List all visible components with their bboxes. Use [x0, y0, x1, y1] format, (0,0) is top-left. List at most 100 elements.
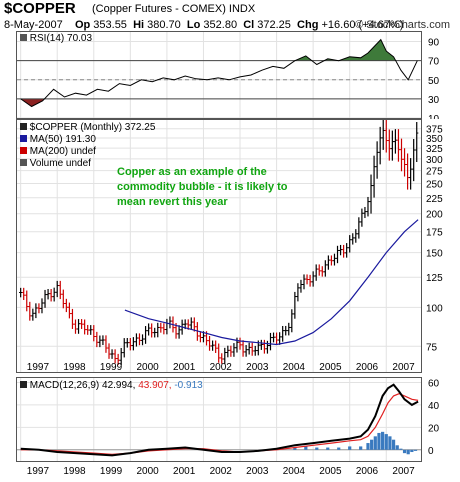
price-tick-label: 325 — [426, 144, 443, 155]
high-label: Hi — [133, 19, 145, 31]
macd-x-tick-label: 2007 — [392, 466, 415, 477]
macd-signal-line — [20, 393, 419, 455]
rsi-y-axis: 10 30 50 70 90 — [428, 38, 440, 119]
macd-histogram-bar — [410, 449, 414, 453]
macd-histogram-bar — [399, 448, 403, 450]
price-legend-text: $COPPER (Monthly) 372.25 — [29, 122, 156, 133]
macd-tick-label: 0 — [428, 446, 434, 457]
price-tick-label: 300 — [426, 155, 443, 166]
low-label: Lo — [186, 19, 201, 31]
rsi-tick-label: 50 — [428, 76, 440, 87]
macd-histogram-bar — [326, 447, 330, 450]
rsi-tick-label: 70 — [428, 57, 440, 68]
price-x-tick-label: 2002 — [210, 362, 233, 373]
macd-histogram-bar — [395, 445, 399, 450]
annotation-line-3: mean revert this year — [117, 196, 228, 208]
open-label: Op — [74, 19, 91, 31]
macd-line — [20, 383, 419, 457]
price-tick-label: 75 — [426, 342, 438, 353]
ma50-legend-text: MA(50) 191.30 — [29, 134, 96, 145]
macd-histogram-bar — [377, 432, 381, 450]
macd-histogram-bar — [366, 443, 370, 450]
rsi-tick-label: 10 — [428, 114, 440, 119]
annotation-line-1: Copper as an example of the — [117, 166, 267, 178]
rsi-tick-label: 30 — [428, 95, 440, 106]
macd-histogram-bar — [370, 439, 374, 450]
macd-histogram-bar — [413, 449, 418, 451]
price-tick-label: 375 — [426, 125, 443, 136]
macd-histogram-bar — [337, 447, 341, 450]
rsi-panel: RSI(14) 70.03 — [16, 31, 422, 119]
macd-legend-value: 42.994, — [102, 380, 136, 391]
macd-histogram-bar — [293, 447, 297, 450]
rsi-oversold-area — [20, 98, 418, 107]
macd-histogram-bar — [384, 434, 388, 450]
price-x-tick-label: 2001 — [173, 362, 196, 373]
macd-histogram-bar — [402, 449, 407, 454]
volume-legend-swatch — [20, 159, 27, 166]
price-x-tick-label: 2000 — [136, 362, 159, 373]
price-x-tick-label: 1998 — [63, 362, 86, 373]
price-tick-label: 175 — [426, 228, 443, 239]
macd-histogram-bar — [359, 446, 363, 450]
macd-y-axis: 0 20 40 60 — [428, 378, 440, 457]
close-value: 372.25 — [257, 19, 291, 31]
price-tick-label: 150 — [426, 249, 443, 260]
rsi-tick-label: 90 — [428, 38, 440, 49]
price-tick-label: 225 — [426, 194, 443, 205]
quote-date: 8-May-2007 — [4, 19, 63, 31]
rsi-overbought-area — [20, 39, 418, 61]
macd-x-tick-label: 1998 — [63, 466, 86, 477]
macd-chart — [17, 378, 421, 461]
price-legend-row: $COPPER (Monthly) 372.25 — [20, 122, 155, 134]
macd-x-tick-label: 1997 — [27, 466, 50, 477]
price-tick-label: 275 — [426, 167, 443, 178]
watermark: © StockCharts.com — [355, 19, 450, 31]
macd-histogram-bar — [304, 446, 308, 450]
price-x-tick-label: 2007 — [392, 362, 415, 373]
ma200-legend-text: MA(200) undef — [29, 146, 96, 157]
price-x-tick-label: 2005 — [319, 362, 342, 373]
close-label: Cl — [243, 19, 255, 31]
ma50-line — [124, 219, 419, 346]
ma50-legend-row: MA(50) 191.30 — [20, 134, 155, 146]
macd-histogram-bar — [391, 439, 396, 450]
macd-signal-legend-value: 43.907, — [138, 380, 172, 391]
macd-histogram-bar — [348, 446, 352, 450]
ma200-legend-swatch — [20, 147, 27, 154]
rsi-legend: RSI(14) 70.03 — [20, 33, 92, 44]
price-x-axis: 1997 1998 1999 2000 2001 2002 2003 2004 2005 2006… — [27, 362, 415, 373]
high-value: 380.70 — [147, 19, 181, 31]
macd-legend: MACD(12,26,9) 42.994, 43.907, -0.913 — [20, 380, 203, 391]
macd-x-tick-label: 2006 — [356, 466, 379, 477]
macd-x-tick-label: 1999 — [100, 466, 123, 477]
macd-x-tick-label: 2001 — [173, 466, 196, 477]
chart-annotation: Copper as an example of the commodity bu… — [117, 165, 288, 210]
macd-tick-label: 20 — [428, 423, 440, 434]
macd-x-tick-label: 2002 — [210, 466, 233, 477]
macd-tick-label: 40 — [428, 401, 440, 412]
macd-x-tick-label: 2005 — [319, 466, 342, 477]
macd-histogram-bar — [315, 447, 319, 450]
rsi-chart — [17, 32, 421, 119]
rsi-legend-swatch — [20, 34, 27, 41]
macd-histogram-bar — [373, 436, 377, 450]
ma50-legend-swatch — [20, 135, 27, 142]
macd-legend-swatch — [20, 381, 27, 388]
change-label: Chg — [297, 19, 319, 31]
price-tick-label: 125 — [426, 273, 443, 284]
price-tick-label: 200 — [426, 210, 443, 221]
macd-tick-label: 60 — [428, 378, 440, 389]
rsi-line — [20, 38, 418, 108]
price-x-tick-label: 2004 — [283, 362, 306, 373]
price-tick-label: 350 — [426, 134, 443, 145]
annotation-line-2: commodity bubble - it is likely to — [117, 181, 288, 193]
rsi-legend-text: RSI(14) 70.03 — [29, 33, 93, 44]
change-value: +16.60 (+4.67%) — [321, 19, 404, 31]
chart-symbol: $COPPER — [4, 0, 76, 17]
price-tick-label: 100 — [426, 303, 443, 314]
price-panel: $COPPER (Monthly) 372.25 MA(50) 191.30 M… — [16, 119, 422, 373]
price-x-tick-label: 2006 — [356, 362, 379, 373]
macd-panel: MACD(12,26,9) 42.994, 43.907, -0.913 — [16, 377, 422, 462]
